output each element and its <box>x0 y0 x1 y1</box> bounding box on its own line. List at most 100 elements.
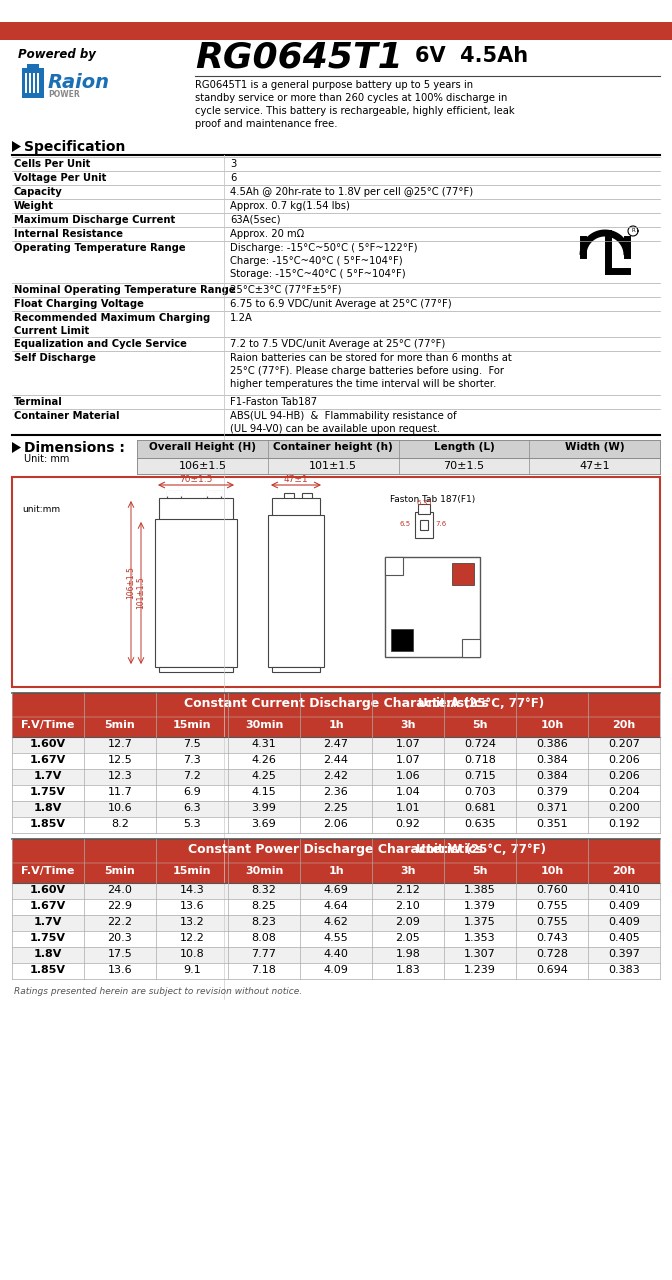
Text: standby service or more than 260 cycles at 100% discharge in: standby service or more than 260 cycles … <box>195 93 507 102</box>
Text: 1.307: 1.307 <box>464 948 496 959</box>
Text: Equalization and Cycle Service: Equalization and Cycle Service <box>14 339 187 349</box>
Bar <box>33 73 35 93</box>
Text: Maximum Discharge Current: Maximum Discharge Current <box>14 215 175 225</box>
Text: 11.7: 11.7 <box>108 787 132 797</box>
Bar <box>12 915 660 931</box>
Text: 1.60V: 1.60V <box>30 884 66 895</box>
Text: 12.5: 12.5 <box>108 755 132 765</box>
Text: Container Material: Container Material <box>14 411 120 421</box>
Text: 1.375: 1.375 <box>464 916 496 927</box>
Text: Length (L): Length (L) <box>433 442 494 452</box>
Text: 6.5: 6.5 <box>399 521 411 527</box>
Text: 8.32: 8.32 <box>251 884 276 895</box>
Text: 0.200: 0.200 <box>608 803 640 813</box>
Text: 47±1: 47±1 <box>284 475 308 484</box>
Text: 7.18: 7.18 <box>251 965 276 975</box>
Text: 1.85V: 1.85V <box>30 819 66 829</box>
Text: 0.715: 0.715 <box>464 771 496 781</box>
Text: 7.5: 7.5 <box>183 739 201 749</box>
Text: 3h: 3h <box>401 867 416 876</box>
Text: 0.760: 0.760 <box>536 884 568 895</box>
Text: 5h: 5h <box>472 867 488 876</box>
Bar <box>12 692 660 717</box>
Text: 0.410: 0.410 <box>608 884 640 895</box>
Bar <box>155 518 237 667</box>
Bar <box>12 785 660 801</box>
Text: 0.386: 0.386 <box>536 739 568 749</box>
Text: 1.01: 1.01 <box>396 803 420 813</box>
Text: 0.409: 0.409 <box>608 901 640 911</box>
Bar <box>0 0 672 22</box>
Text: 0.371: 0.371 <box>536 803 568 813</box>
Text: 9.1: 9.1 <box>183 965 201 975</box>
Bar <box>12 801 660 817</box>
Text: 0.755: 0.755 <box>536 901 568 911</box>
Text: Powered by: Powered by <box>18 47 96 61</box>
Text: 20h: 20h <box>612 867 636 876</box>
Text: 6.75 to 6.9 VDC/unit Average at 25°C (77°F): 6.75 to 6.9 VDC/unit Average at 25°C (77… <box>230 300 452 308</box>
Text: R: R <box>631 229 635 233</box>
Bar <box>167 492 181 500</box>
Bar <box>268 515 324 667</box>
Text: 8.08: 8.08 <box>251 933 276 943</box>
Text: 0.206: 0.206 <box>608 771 640 781</box>
Text: 14.3: 14.3 <box>179 884 204 895</box>
Text: 2.42: 2.42 <box>323 771 349 781</box>
Text: 4.09: 4.09 <box>323 965 349 975</box>
Text: 1.98: 1.98 <box>396 948 421 959</box>
Polygon shape <box>12 141 21 152</box>
Text: Dimensions :: Dimensions : <box>24 442 125 454</box>
Text: 0.694: 0.694 <box>536 965 568 975</box>
Text: Faston Tab 187(F1): Faston Tab 187(F1) <box>390 495 475 504</box>
Text: 101±1.5: 101±1.5 <box>136 576 146 609</box>
Text: 7.6: 7.6 <box>435 521 447 527</box>
Text: 106±1.5: 106±1.5 <box>178 461 226 471</box>
Text: 0.384: 0.384 <box>536 755 568 765</box>
Text: 4.69: 4.69 <box>323 884 349 895</box>
Text: (UL 94-V0) can be available upon request.: (UL 94-V0) can be available upon request… <box>230 424 440 434</box>
Bar <box>37 73 39 93</box>
Text: Recommended Maximum Charging: Recommended Maximum Charging <box>14 314 210 323</box>
Text: 22.9: 22.9 <box>108 901 132 911</box>
Text: Unit:W (25°C, 77°F): Unit:W (25°C, 77°F) <box>416 844 546 856</box>
Text: 1.2A: 1.2A <box>230 314 253 323</box>
Text: 2.36: 2.36 <box>324 787 348 797</box>
Text: unit:mm: unit:mm <box>22 506 60 515</box>
Text: 1.7V: 1.7V <box>34 771 62 781</box>
Text: Discharge: -15°C~50°C ( 5°F~122°F): Discharge: -15°C~50°C ( 5°F~122°F) <box>230 243 417 253</box>
Text: Charge: -15°C~40°C ( 5°F~104°F): Charge: -15°C~40°C ( 5°F~104°F) <box>230 256 403 266</box>
Bar <box>385 557 480 657</box>
Text: 30min: 30min <box>245 719 283 730</box>
Text: 1.07: 1.07 <box>396 739 421 749</box>
Text: 1.8V: 1.8V <box>34 948 62 959</box>
Bar <box>462 639 480 657</box>
Text: 63A(5sec): 63A(5sec) <box>230 215 280 225</box>
Text: Unit:A (25°C, 77°F): Unit:A (25°C, 77°F) <box>418 698 544 710</box>
Text: 5h: 5h <box>472 719 488 730</box>
Bar <box>272 498 320 516</box>
Bar <box>12 963 660 979</box>
Text: Overall Height (H): Overall Height (H) <box>149 442 256 452</box>
Bar <box>22 68 44 99</box>
Text: 3.69: 3.69 <box>251 819 276 829</box>
Text: 3: 3 <box>230 159 237 169</box>
Bar <box>25 73 27 93</box>
Text: 5.3: 5.3 <box>183 819 201 829</box>
Text: 2.06: 2.06 <box>324 819 348 829</box>
Text: 7.3: 7.3 <box>183 755 201 765</box>
Text: 0.383: 0.383 <box>608 965 640 975</box>
Text: 2.25: 2.25 <box>323 803 349 813</box>
Text: 1.07: 1.07 <box>396 755 421 765</box>
Text: 6.9: 6.9 <box>183 787 201 797</box>
Bar <box>385 557 403 575</box>
Text: 1.85V: 1.85V <box>30 965 66 975</box>
Text: RG0645T1: RG0645T1 <box>195 40 403 74</box>
Text: proof and maintenance free.: proof and maintenance free. <box>195 119 337 129</box>
Text: 0.635: 0.635 <box>464 819 496 829</box>
Text: 2.12: 2.12 <box>396 884 421 895</box>
Bar <box>12 899 660 915</box>
Text: 1.353: 1.353 <box>464 933 496 943</box>
Text: 47±1: 47±1 <box>579 461 610 471</box>
Text: 4.26: 4.26 <box>251 755 276 765</box>
Text: 25°C±3°C (77°F±5°F): 25°C±3°C (77°F±5°F) <box>230 285 341 294</box>
